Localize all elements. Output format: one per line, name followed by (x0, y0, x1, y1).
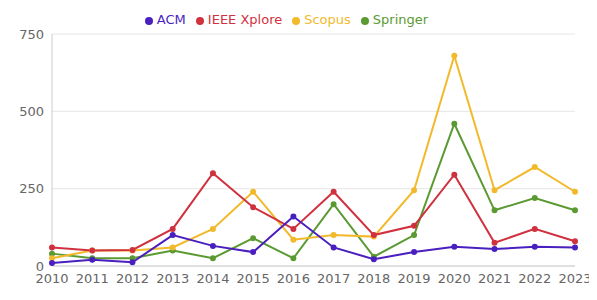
svg-text:2015: 2015 (237, 271, 270, 286)
svg-text:2019: 2019 (398, 271, 431, 286)
svg-text:2014: 2014 (196, 271, 229, 286)
svg-text:2021: 2021 (478, 271, 511, 286)
svg-text:2011: 2011 (76, 271, 109, 286)
html-text:IEEE Xplore: IEEE Xplore (207, 12, 283, 27)
svg-text:2013: 2013 (156, 271, 189, 286)
svg-text:2010: 2010 (35, 271, 69, 287)
html-text:Springer: Springer (372, 12, 429, 27)
svg-text:500: 500 (19, 104, 44, 119)
svg-text:2016: 2016 (277, 271, 310, 286)
svg-text:2012: 2012 (116, 271, 149, 286)
svg-text:2020: 2020 (438, 271, 471, 286)
svg-text:0: 0 (36, 259, 44, 274)
svg-text:250: 250 (19, 181, 44, 196)
svg-text:750: 750 (19, 27, 44, 42)
svg-text:2023: 2023 (558, 271, 589, 286)
svg-text:2022: 2022 (518, 271, 551, 286)
svg-text:2018: 2018 (357, 271, 390, 286)
html-text:Scopus: Scopus (304, 12, 351, 27)
svg-text:2017: 2017 (317, 271, 350, 286)
html-text:ACM: ACM (156, 12, 186, 27)
